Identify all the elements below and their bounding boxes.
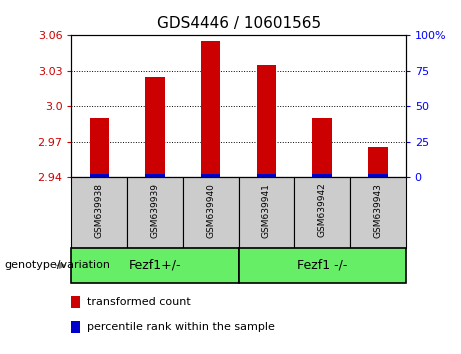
- Text: GSM639941: GSM639941: [262, 183, 271, 238]
- Bar: [257, 65, 276, 177]
- Text: GDS4446 / 10601565: GDS4446 / 10601565: [156, 16, 321, 31]
- Text: GSM639942: GSM639942: [318, 183, 327, 238]
- Text: transformed count: transformed count: [87, 297, 191, 307]
- Bar: [127, 177, 183, 248]
- Bar: [368, 148, 388, 177]
- Text: GSM639943: GSM639943: [373, 183, 382, 238]
- Text: genotype/variation: genotype/variation: [5, 261, 111, 270]
- Bar: [201, 174, 220, 177]
- Text: GSM639939: GSM639939: [150, 183, 160, 238]
- Bar: [238, 248, 406, 283]
- Bar: [89, 174, 109, 177]
- Bar: [257, 174, 276, 177]
- Bar: [71, 248, 239, 283]
- Bar: [313, 118, 332, 177]
- Bar: [350, 177, 406, 248]
- Bar: [368, 174, 388, 177]
- Bar: [238, 177, 294, 248]
- Bar: [313, 174, 332, 177]
- Bar: [201, 41, 220, 177]
- Bar: [89, 118, 109, 177]
- Text: Fezf1 -/-: Fezf1 -/-: [297, 259, 347, 272]
- Bar: [183, 177, 238, 248]
- Bar: [294, 177, 350, 248]
- Bar: [71, 177, 127, 248]
- Text: percentile rank within the sample: percentile rank within the sample: [87, 322, 275, 332]
- Bar: [145, 174, 165, 177]
- Bar: [71, 321, 81, 333]
- Text: GSM639940: GSM639940: [206, 183, 215, 238]
- Bar: [145, 77, 165, 177]
- Bar: [71, 296, 81, 308]
- Text: GSM639938: GSM639938: [95, 183, 104, 238]
- Text: Fezf1+/-: Fezf1+/-: [129, 259, 181, 272]
